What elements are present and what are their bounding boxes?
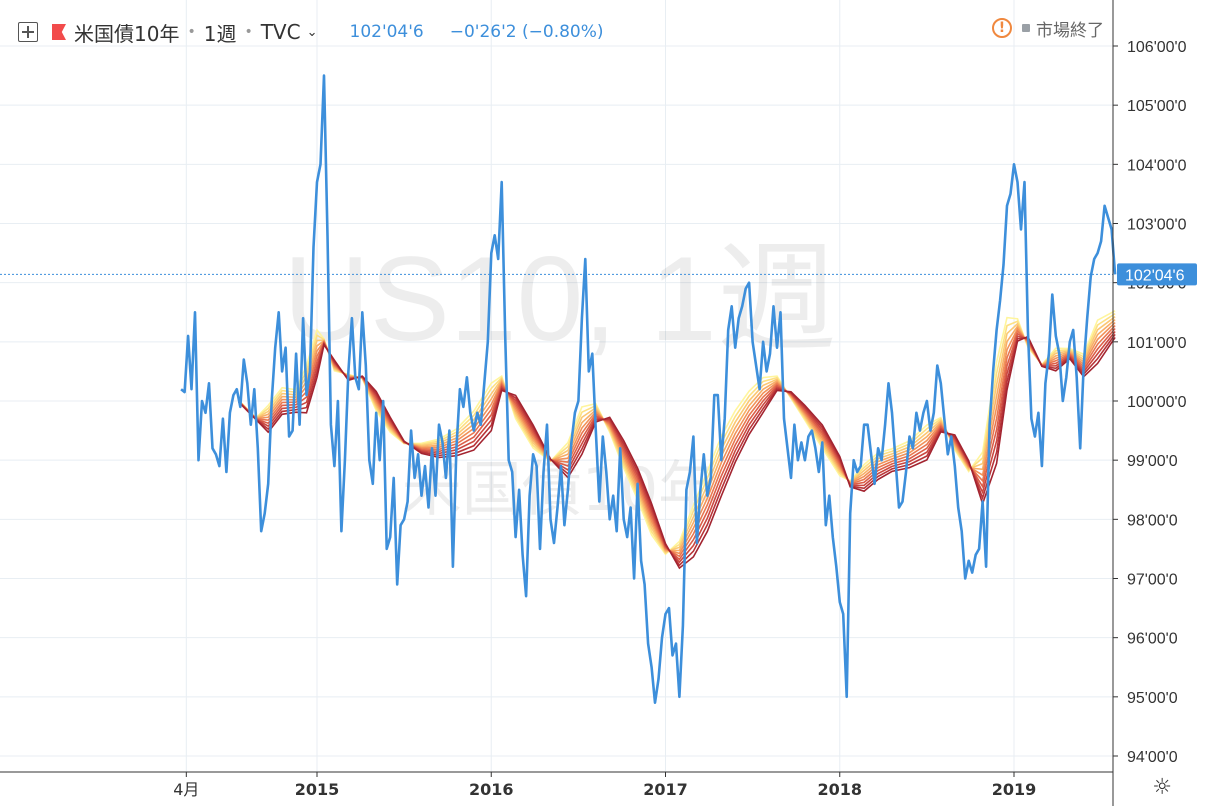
settings-icon[interactable]: ☼ — [1152, 775, 1172, 800]
expand-icon[interactable] — [18, 22, 38, 42]
x-tick-label: 2019 — [992, 780, 1037, 799]
y-tick-label: 106'00'0 — [1127, 39, 1187, 56]
y-tick-label: 95'00'0 — [1127, 690, 1178, 707]
y-tick-label: 94'00'0 — [1127, 749, 1178, 766]
chevron-down-icon[interactable]: ⌄ — [306, 24, 318, 40]
market-status-label: 市場終了 — [1036, 20, 1104, 41]
separator-dot: • — [244, 24, 253, 40]
y-tick-label: 105'00'0 — [1127, 98, 1187, 115]
x-tick-label: 2017 — [643, 780, 688, 799]
interval-label[interactable]: 1週 — [203, 21, 237, 46]
price-line-series — [180, 74, 1117, 704]
status-square-icon — [1022, 24, 1030, 32]
last-price-quote: 102'04'6 — [349, 22, 424, 42]
y-tick-label: 97'00'0 — [1127, 572, 1178, 589]
flag-icon — [52, 24, 66, 40]
warning-icon[interactable]: ! — [992, 18, 1012, 38]
y-tick-label: 98'00'0 — [1127, 512, 1178, 529]
last-price-label: 102'04'6 — [1125, 267, 1185, 284]
market-status: ! 市場終了 — [992, 14, 1104, 42]
y-tick-label: 96'00'0 — [1127, 631, 1178, 648]
y-tick-label: 103'00'0 — [1127, 217, 1187, 234]
x-tick-label: 2016 — [469, 780, 514, 799]
x-tick-label: 2015 — [295, 780, 340, 799]
chart-header: 米国債10年 • 1週 • TVC ⌄ 102'04'6 −0'26'2 (−0… — [18, 14, 604, 50]
symbol-name[interactable]: 米国債10年 — [74, 21, 180, 46]
time-axis[interactable]: 4月 2015 2016 2017 2018 2019 — [173, 772, 1036, 799]
y-tick-label: 101'00'0 — [1127, 335, 1187, 352]
chart-grid — [0, 0, 1113, 772]
last-price-badge — [1117, 263, 1197, 286]
y-tick-label: 104'00'0 — [1127, 157, 1187, 174]
separator-dot: • — [187, 24, 196, 40]
y-tick-label: 100'00'0 — [1127, 394, 1187, 411]
x-tick-label: 4月 — [173, 780, 199, 799]
source-label[interactable]: TVC — [260, 20, 301, 44]
x-tick-label: 2018 — [817, 780, 862, 799]
price-axis[interactable]: 94'00'0 95'00'0 96'00'0 97'00'0 98'00'0 99'00… — [1113, 39, 1187, 766]
price-change: −0'26'2 (−0.80%) — [449, 22, 604, 42]
y-tick-label: 99'00'0 — [1127, 453, 1178, 470]
